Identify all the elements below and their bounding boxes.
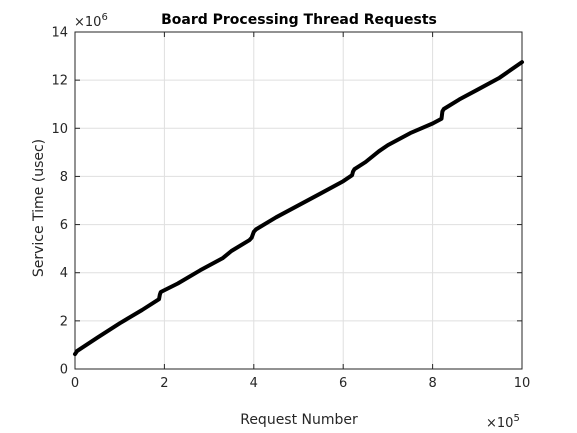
x-tick-label: 2 bbox=[160, 376, 168, 391]
y-axis-ticks: 0 2 4 6 8 10 12 14 bbox=[51, 26, 522, 378]
x-tick-label: 10 bbox=[514, 376, 531, 391]
x-tick-label: 4 bbox=[250, 376, 258, 391]
y-tick-label: 0 bbox=[60, 363, 68, 378]
x-multiplier-exponent: 5 bbox=[513, 413, 519, 424]
y-axis-label: Service Time (usec) bbox=[31, 139, 47, 277]
y-tick-label: 10 bbox=[51, 122, 68, 137]
y-multiplier-exponent: 6 bbox=[101, 12, 107, 23]
plot-area bbox=[74, 31, 523, 370]
series-layer bbox=[73, 60, 524, 357]
grid-lines bbox=[74, 31, 523, 370]
x-axis-ticks: 0 2 4 6 8 10 bbox=[71, 32, 530, 391]
y-axis-multiplier: ×106 bbox=[74, 12, 108, 30]
x-multiplier-base: ×10 bbox=[486, 416, 513, 431]
y-tick-label: 14 bbox=[51, 26, 68, 41]
x-tick-label: 0 bbox=[71, 376, 79, 391]
x-axis-multiplier: ×105 bbox=[486, 413, 520, 431]
x-tick-label: 6 bbox=[339, 376, 347, 391]
y-tick-label: 6 bbox=[60, 218, 68, 233]
chart-title: Board Processing Thread Requests bbox=[161, 12, 437, 28]
y-tick-label: 12 bbox=[51, 74, 68, 89]
y-tick-label: 8 bbox=[60, 170, 68, 185]
y-tick-label: 4 bbox=[60, 266, 68, 281]
y-multiplier-base: ×10 bbox=[74, 15, 101, 30]
series-line bbox=[73, 60, 524, 357]
x-axis-label: Request Number bbox=[240, 412, 358, 428]
x-tick-label: 8 bbox=[428, 376, 436, 391]
y-tick-label: 2 bbox=[60, 314, 68, 329]
